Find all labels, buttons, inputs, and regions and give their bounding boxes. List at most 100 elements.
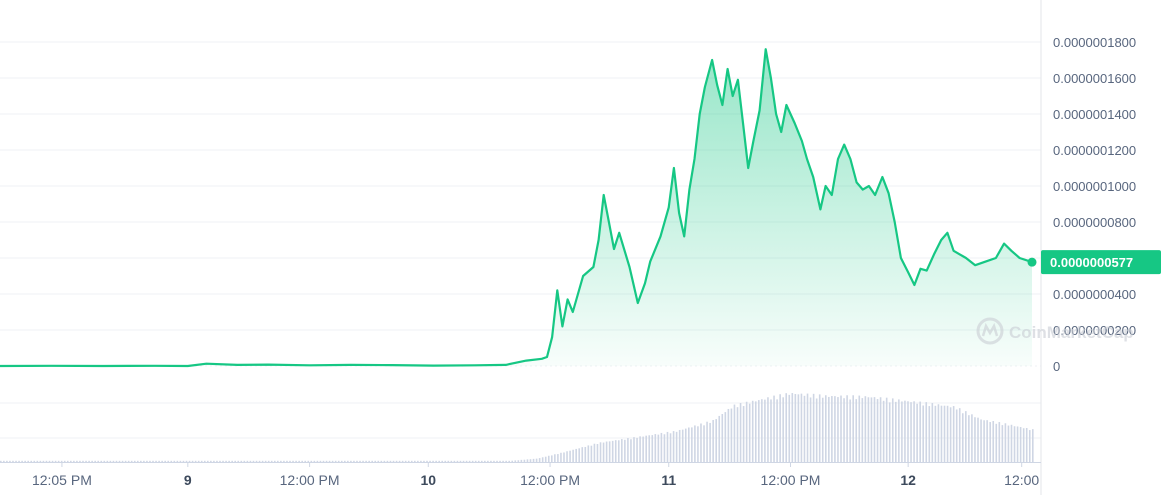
x-tick-label: 12 bbox=[900, 472, 916, 488]
volume-bar bbox=[258, 460, 261, 462]
volume-bar bbox=[715, 419, 717, 462]
volume-bar bbox=[30, 460, 33, 462]
volume-bar bbox=[931, 403, 934, 462]
volume-bar bbox=[898, 399, 900, 462]
volume-bar bbox=[560, 452, 562, 462]
volume-bar bbox=[188, 460, 191, 462]
volume-bar bbox=[310, 460, 313, 462]
volume-bar bbox=[660, 432, 663, 462]
volume-bar bbox=[888, 402, 891, 462]
volume-bar bbox=[955, 409, 958, 462]
volume-bar bbox=[782, 397, 784, 462]
volume-bar bbox=[694, 425, 696, 462]
price-area-fill bbox=[0, 49, 1032, 366]
volume-bar bbox=[949, 407, 952, 462]
volume-bar bbox=[770, 399, 772, 462]
volume-bar bbox=[873, 397, 876, 462]
volume-bar bbox=[730, 408, 733, 462]
volume-bar bbox=[989, 422, 991, 462]
volume-bar bbox=[255, 460, 258, 462]
volume-bar bbox=[377, 460, 380, 462]
volume-bar bbox=[273, 460, 276, 462]
volume-bar bbox=[298, 460, 300, 462]
y-tick-label: 0.0000000200 bbox=[1053, 323, 1136, 338]
volume-bar bbox=[913, 401, 915, 462]
volume-bar bbox=[350, 460, 352, 462]
volume-bar bbox=[806, 393, 809, 462]
volume-bar bbox=[815, 398, 818, 462]
volume-bar bbox=[952, 406, 955, 462]
volume-bar bbox=[904, 400, 906, 462]
y-tick-label: 0.0000001000 bbox=[1053, 179, 1136, 194]
volume-bar bbox=[879, 397, 882, 462]
volume-bar bbox=[359, 460, 361, 462]
volume-bar bbox=[487, 460, 489, 462]
volume-bar bbox=[557, 454, 559, 462]
volume-bar bbox=[450, 460, 453, 462]
volume-bar bbox=[252, 460, 255, 462]
volume-bar bbox=[566, 451, 568, 462]
price-line-group bbox=[0, 48, 1037, 368]
volume-bar bbox=[907, 401, 909, 462]
volume-bar bbox=[417, 460, 419, 462]
current-price-label: 0.0000000577 bbox=[1041, 250, 1161, 275]
volume-bar bbox=[867, 397, 870, 462]
volume-bar bbox=[9, 460, 11, 462]
volume-bars bbox=[0, 393, 1034, 462]
volume-bar bbox=[389, 460, 392, 462]
volume-bar bbox=[511, 460, 514, 462]
volume-bar bbox=[621, 439, 623, 462]
volume-bar bbox=[103, 460, 106, 462]
volume-bar bbox=[617, 440, 620, 462]
volume-bar bbox=[776, 399, 778, 462]
volume-bar bbox=[718, 415, 721, 462]
volume-bar bbox=[758, 400, 760, 462]
volume-bar bbox=[672, 431, 675, 462]
volume-bar bbox=[761, 399, 763, 462]
volume-bar bbox=[121, 460, 124, 462]
volume-bar bbox=[916, 403, 918, 462]
volume-bar bbox=[155, 460, 157, 462]
volume-bar bbox=[946, 405, 949, 462]
volume-bar bbox=[392, 460, 395, 462]
volume-bar bbox=[727, 408, 730, 462]
volume-bar bbox=[395, 460, 398, 462]
volume-bar bbox=[194, 460, 197, 462]
volume-bar bbox=[818, 394, 821, 462]
volume-bar bbox=[575, 448, 577, 462]
volume-bar bbox=[203, 460, 206, 462]
volume-bar bbox=[51, 460, 54, 462]
volume-bar bbox=[919, 401, 921, 462]
volume-bar bbox=[691, 427, 693, 462]
volume-bar bbox=[1032, 429, 1034, 462]
volume-bar bbox=[611, 440, 614, 462]
volume-bar bbox=[243, 460, 246, 462]
volume-bar bbox=[499, 460, 501, 462]
volume-bar bbox=[304, 460, 307, 462]
volume-bar bbox=[112, 460, 115, 462]
volume-bar bbox=[136, 460, 139, 462]
volume-bar bbox=[721, 414, 724, 462]
volume-bar bbox=[937, 404, 940, 462]
volume-bar bbox=[666, 431, 669, 462]
volume-bar bbox=[791, 393, 794, 462]
volume-bar bbox=[934, 405, 937, 462]
volume-bar bbox=[651, 435, 654, 462]
volume-bar bbox=[505, 460, 507, 462]
volume-bar bbox=[645, 435, 647, 462]
volume-bar bbox=[316, 460, 319, 462]
volume-bar bbox=[493, 460, 495, 462]
volume-bar bbox=[517, 460, 520, 462]
volume-bar bbox=[520, 459, 523, 462]
volume-bar bbox=[742, 406, 745, 462]
volume-bar bbox=[301, 460, 303, 462]
volume-bar bbox=[76, 460, 78, 462]
volume-bar bbox=[362, 460, 364, 462]
volume-bar bbox=[852, 395, 854, 462]
volume-bar bbox=[410, 460, 413, 462]
volume-bar bbox=[331, 460, 334, 462]
volume-bar bbox=[261, 460, 264, 462]
volume-bar bbox=[435, 460, 437, 462]
volume-bar bbox=[228, 460, 230, 462]
